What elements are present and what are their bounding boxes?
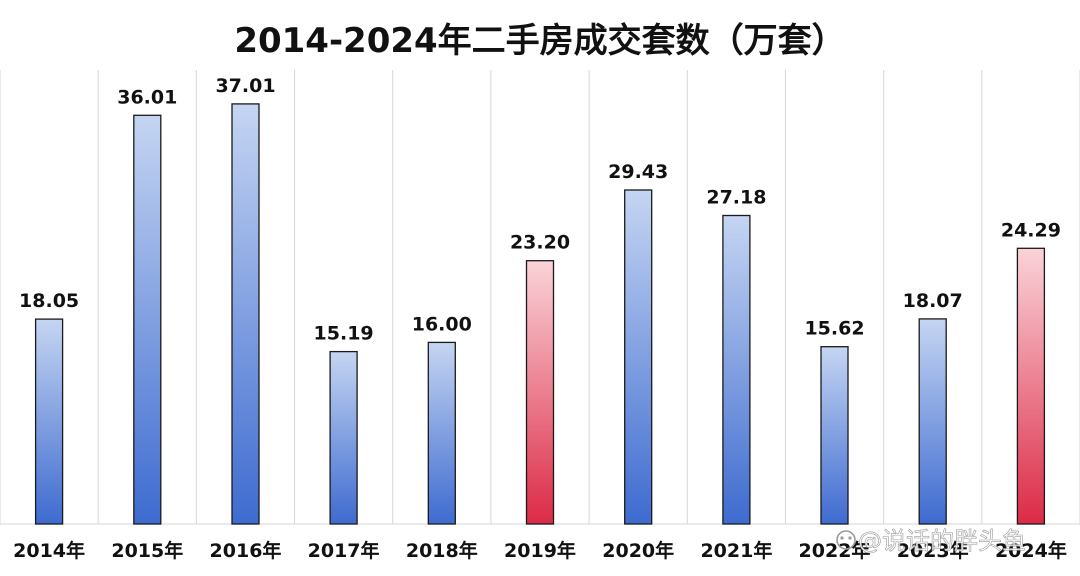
x-tick-label: 2020年 <box>602 539 674 562</box>
value-label: 15.19 <box>314 323 374 345</box>
chart-title: 2014-2024年二手房成交套数（万套） <box>234 21 845 61</box>
x-tick-label: 2021年 <box>700 539 772 562</box>
value-label: 18.05 <box>19 290 79 312</box>
value-label: 24.29 <box>1001 219 1061 241</box>
value-label: 37.01 <box>215 75 275 97</box>
watermark: @说话的胖头鱼 <box>836 527 1026 555</box>
x-tick-label: 2015年 <box>111 539 183 562</box>
value-label: 15.62 <box>804 318 864 340</box>
value-label: 29.43 <box>608 161 668 183</box>
gridlines <box>0 70 1080 525</box>
bar-2023年 <box>918 318 947 525</box>
value-labels: 18.05 36.01 37.01 15.19 16.00 23.20 29.43 27.18… <box>19 75 1061 345</box>
x-tick-label: 2018年 <box>406 539 478 562</box>
x-tick-label: 2014年 <box>13 539 85 562</box>
x-tick-label: 2023年 <box>897 539 969 562</box>
bar-2015年 <box>133 114 162 525</box>
x-tick-label: 2024年 <box>995 539 1067 562</box>
x-tick-label: 2016年 <box>210 539 282 562</box>
value-label: 18.07 <box>903 290 963 312</box>
bar-2024年 <box>1016 247 1046 525</box>
bar-2019年 <box>525 260 555 525</box>
bar-2014年 <box>34 318 64 525</box>
bar-2020年 <box>624 189 653 525</box>
value-label: 27.18 <box>706 187 766 209</box>
bar-2017年 <box>329 350 358 525</box>
x-axis-tick-labels: 2014年 2015年 2016年 2017年 2018年 2019年 2020年 2021年… <box>13 539 1067 562</box>
platform-logo-icon <box>836 530 856 550</box>
x-tick-label: 2017年 <box>308 539 380 562</box>
watermark-text: @说话的胖头鱼 <box>858 527 1026 555</box>
value-label: 16.00 <box>412 313 472 335</box>
bar-2021年 <box>722 214 751 525</box>
bar-2016年 <box>231 103 260 525</box>
bar-2018年 <box>427 341 456 525</box>
bar-2022年 <box>820 346 849 525</box>
value-label: 36.01 <box>117 86 177 108</box>
bars <box>34 103 1046 525</box>
x-tick-label: 2022年 <box>799 539 871 562</box>
value-label: 23.20 <box>510 232 570 254</box>
x-tick-label: 2019年 <box>504 539 576 562</box>
